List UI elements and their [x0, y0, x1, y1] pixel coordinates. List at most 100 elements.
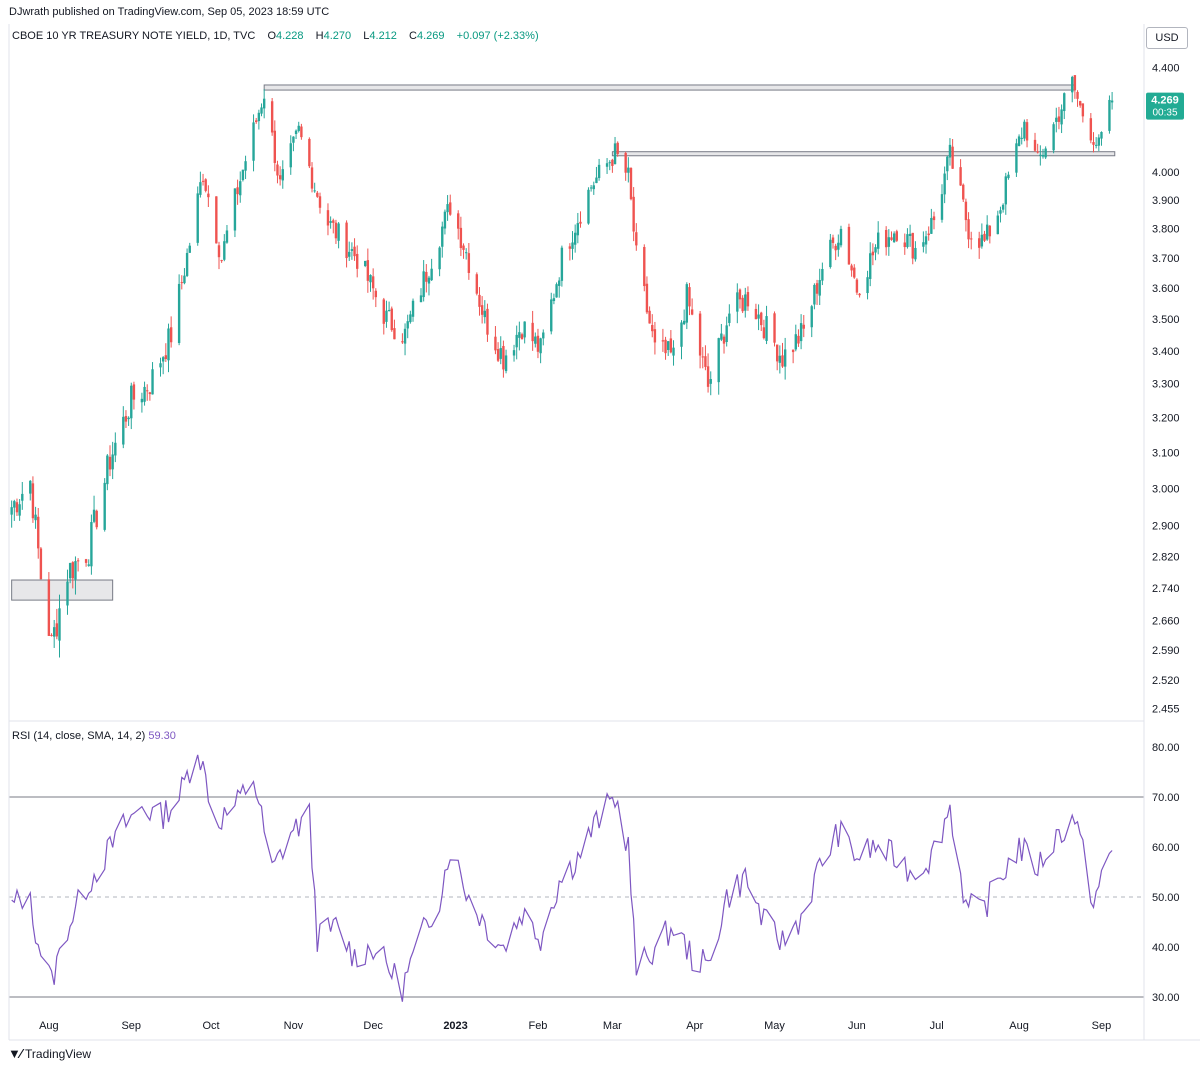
currency-button[interactable]: USD [1146, 27, 1188, 49]
candle-body [369, 275, 372, 283]
candle-body [140, 398, 144, 403]
candle-body [725, 325, 728, 342]
candle-body [297, 125, 300, 131]
candle-body [363, 260, 367, 266]
candle-body [688, 287, 691, 307]
candle-body [970, 238, 973, 240]
candle-body [746, 292, 750, 307]
candle-body [829, 239, 832, 268]
candle-body [58, 608, 61, 641]
candle-body [326, 210, 330, 226]
candle-body [959, 167, 962, 186]
candle-body [597, 164, 601, 179]
candle-body [164, 355, 168, 359]
candle-body [914, 247, 917, 260]
high-value: 4.270 [323, 30, 352, 42]
candle-body [281, 169, 284, 181]
candle-body [890, 237, 893, 240]
low-value: 4.212 [369, 30, 397, 42]
candle-body [738, 289, 742, 300]
candle-body [29, 480, 32, 494]
candle-body [815, 283, 819, 294]
candle-body [1100, 132, 1103, 139]
candle-body [430, 268, 433, 281]
candle-body [837, 242, 840, 250]
candle-body [366, 260, 370, 281]
candle-body [308, 138, 311, 167]
candle-body [276, 164, 279, 176]
candle-body [161, 357, 165, 362]
rsi-label[interactable]: RSI (14, close, SMA, 14, 2) [12, 730, 146, 742]
price-tick-label: 2.455 [1152, 704, 1180, 716]
candle-body [983, 233, 986, 241]
candle-body [999, 210, 1002, 214]
candle-body [736, 292, 739, 312]
time-tick-label: Jul [930, 1020, 944, 1032]
candle-body [876, 232, 880, 249]
candle-body [90, 522, 93, 567]
time-tick-label: 2023 [443, 1020, 467, 1032]
candle-body [446, 204, 449, 213]
time-tick-label: Nov [284, 1020, 304, 1032]
rsi-line [11, 754, 1113, 1002]
candle-body [494, 336, 497, 351]
candle-body [1055, 117, 1058, 122]
candle-body [512, 350, 516, 356]
candle-body [199, 182, 202, 195]
candle-body [903, 242, 906, 248]
candle-body [773, 313, 776, 343]
rsi-tick-label: 60.00 [1152, 842, 1180, 854]
price-tick-label: 3.300 [1152, 379, 1180, 391]
candle-body [255, 120, 258, 123]
candle-body [520, 334, 524, 340]
candle-body [797, 335, 800, 344]
candle-body [371, 276, 375, 289]
time-tick-label: May [764, 1020, 785, 1032]
candle-body [1057, 116, 1061, 122]
candle-body [225, 230, 229, 243]
candle-body [669, 338, 673, 353]
candle-body [1004, 176, 1007, 205]
last-price-countdown: 00:35 [1152, 108, 1177, 119]
candle-body [754, 308, 758, 320]
rsi-plot[interactable] [9, 754, 1144, 1002]
candle-body [215, 196, 218, 244]
rsi-tick-label: 40.00 [1152, 942, 1180, 954]
candle-body [706, 366, 710, 387]
candle-body [449, 202, 452, 215]
candle-body [858, 293, 861, 296]
candle-body [741, 297, 744, 312]
candle-body [393, 328, 396, 340]
candle-body [68, 563, 72, 579]
candle-body [1097, 137, 1101, 146]
candle-body [1089, 118, 1093, 141]
candle-body [709, 379, 712, 384]
price-plot[interactable] [9, 75, 1144, 658]
candle-body [778, 355, 782, 363]
candle-body [701, 356, 704, 358]
candle-body [895, 231, 898, 241]
candle-body [95, 510, 98, 528]
candle-body [244, 161, 247, 171]
candle-body [608, 162, 611, 164]
candle-body [300, 126, 303, 138]
candle-body [922, 242, 925, 247]
candle-body [233, 188, 237, 231]
candle-body [1017, 136, 1021, 146]
candle-body [653, 329, 657, 343]
zone-rectangle [263, 84, 1076, 91]
candle-body [951, 146, 954, 169]
tradingview-footer[interactable]: ▼⁄ TradingView [8, 1046, 91, 1061]
candle-body [294, 130, 298, 135]
candle-body [821, 269, 824, 281]
candle-body [47, 579, 51, 636]
candle-body [55, 623, 59, 637]
time-tick-label: Aug [1009, 1020, 1029, 1032]
candle-body [252, 122, 255, 161]
candle-body [643, 246, 646, 287]
symbol-name[interactable]: CBOE 10 YR TREASURY NOTE YIELD, 1D, TVC [12, 30, 256, 42]
price-tick-label: 2.520 [1152, 675, 1180, 687]
candle-body [866, 277, 869, 294]
time-tick-label: Feb [528, 1020, 547, 1032]
